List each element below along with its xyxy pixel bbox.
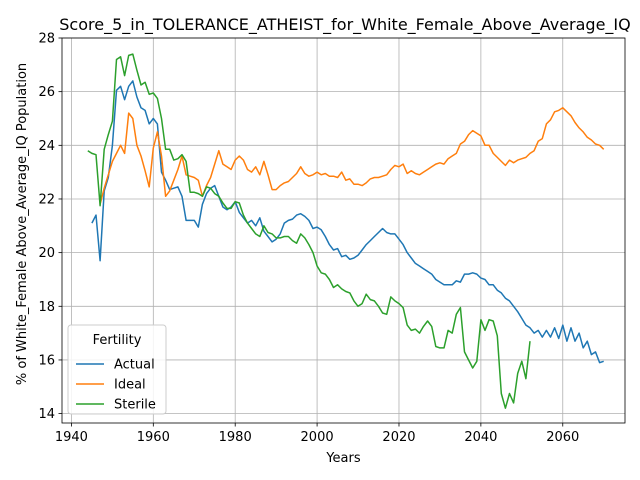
legend: Fertility Actual Ideal Sterile xyxy=(67,324,167,415)
x-axis-title: Years xyxy=(325,451,361,466)
series-line-actual xyxy=(91,80,604,364)
plot-area-frame xyxy=(61,37,626,424)
y-tick-label: 26 xyxy=(38,85,55,100)
y-tick-label: 22 xyxy=(38,192,55,207)
y-tick-label: 24 xyxy=(38,139,55,154)
x-tick-label: 2040 xyxy=(464,430,497,445)
y-axis-ticks: 14 16 18 20 22 24 26 28 xyxy=(38,32,62,422)
x-tick-label: 1940 xyxy=(55,430,88,445)
x-tick-label: 2000 xyxy=(301,430,334,445)
legend-box xyxy=(67,324,167,415)
y-tick-label: 14 xyxy=(38,407,55,422)
x-tick-label: 1960 xyxy=(137,430,170,445)
y-tick-label: 28 xyxy=(38,32,55,47)
y-tick-label: 18 xyxy=(38,300,55,315)
legend-label-sterile: Sterile xyxy=(114,398,156,413)
x-tick-label: 2060 xyxy=(546,430,579,445)
x-tick-label: 2020 xyxy=(382,430,415,445)
x-tick-label: 1980 xyxy=(219,430,252,445)
data-lines xyxy=(87,53,605,409)
legend-title: Fertility xyxy=(93,333,142,348)
y-tick-label: 20 xyxy=(38,246,55,261)
series-line-ideal xyxy=(99,107,605,205)
series-line-sterile xyxy=(87,53,531,409)
legend-label-actual: Actual xyxy=(114,358,155,373)
chart-title: Score_5_in_TOLERANCE_ATHEIST_for_White_F… xyxy=(59,15,631,35)
legend-label-ideal: Ideal xyxy=(114,378,146,393)
y-tick-label: 16 xyxy=(38,353,55,368)
x-axis-ticks: 1940 1960 1980 2000 2020 2040 2060 xyxy=(55,423,579,445)
y-axis-title: % of White_Female Above_Average_IQ Popul… xyxy=(15,63,30,385)
